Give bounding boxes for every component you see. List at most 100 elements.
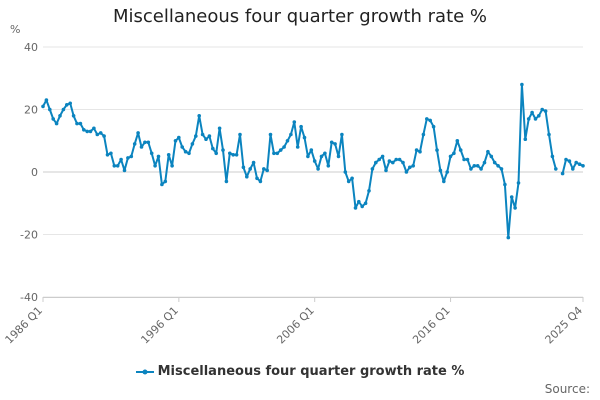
- chart-title: Miscellaneous four quarter growth rate %: [112, 6, 488, 27]
- data-point: [425, 117, 429, 121]
- data-point: [577, 162, 582, 166]
- data-point: [180, 145, 184, 149]
- data-point: [513, 206, 517, 210]
- data-point: [353, 206, 358, 210]
- data-point: [496, 164, 500, 168]
- data-point: [258, 179, 263, 184]
- data-point: [65, 103, 69, 107]
- data-point: [499, 167, 504, 171]
- data-point: [516, 181, 521, 185]
- data-point: [537, 114, 541, 118]
- x-tick-label: 2016 Q1: [410, 304, 453, 347]
- data-point: [492, 160, 497, 165]
- data-point: [571, 167, 575, 171]
- data-point: [262, 167, 266, 171]
- y-tick-label: 40: [24, 41, 38, 54]
- data-point: [119, 157, 123, 162]
- data-point: [438, 168, 443, 173]
- data-point: [48, 107, 52, 112]
- data-point: [509, 195, 514, 199]
- data-point: [51, 117, 55, 121]
- data-point: [533, 117, 538, 121]
- data-point: [95, 132, 100, 137]
- data-point: [295, 145, 300, 149]
- y-tick-label: 0: [31, 166, 38, 179]
- data-point: [543, 109, 548, 113]
- data-point: [214, 151, 218, 156]
- data-point: [550, 154, 555, 159]
- data-point: [146, 140, 151, 145]
- data-point: [54, 121, 59, 126]
- data-point: [122, 168, 127, 173]
- data-point: [540, 107, 544, 112]
- data-point: [387, 159, 392, 163]
- data-point: [435, 148, 439, 152]
- data-point: [418, 149, 422, 154]
- data-point: [275, 151, 280, 156]
- x-tick-label: 1986 Q1: [3, 304, 46, 347]
- data-point: [143, 140, 147, 145]
- data-point: [306, 154, 310, 159]
- legend[interactable]: Miscellaneous four quarter growth rate %: [0, 364, 600, 379]
- data-point: [245, 174, 249, 179]
- data-point: [394, 157, 399, 162]
- data-point: [129, 154, 134, 159]
- data-point: [312, 159, 317, 163]
- data-point: [156, 154, 161, 159]
- data-point: [377, 157, 382, 162]
- data-point: [329, 140, 334, 145]
- data-point: [251, 160, 256, 165]
- data-point: [85, 129, 89, 134]
- data-point: [462, 157, 466, 162]
- data-point: [547, 132, 551, 137]
- data-point: [265, 168, 270, 173]
- data-point: [333, 142, 337, 146]
- data-point: [346, 179, 351, 184]
- data-point: [75, 121, 79, 126]
- data-point: [177, 135, 181, 140]
- data-point: [452, 151, 456, 156]
- data-point: [397, 157, 402, 162]
- data-point: [272, 151, 276, 156]
- data-point: [92, 126, 96, 131]
- data-point: [380, 154, 385, 159]
- data-point: [326, 164, 331, 168]
- data-point: [278, 148, 283, 152]
- data-point: [78, 121, 83, 126]
- data-point: [442, 179, 446, 184]
- data-point: [282, 145, 286, 149]
- data-point: [71, 114, 76, 118]
- data-point: [163, 179, 168, 184]
- data-point: [370, 167, 375, 171]
- data-point: [465, 157, 470, 162]
- data-point: [194, 134, 198, 138]
- data-point: [224, 179, 229, 184]
- data-point: [506, 235, 511, 240]
- data-point: [489, 154, 494, 159]
- data-point: [61, 107, 66, 112]
- data-point: [217, 126, 222, 131]
- data-point: [581, 164, 585, 168]
- data-point: [187, 151, 191, 156]
- data-point: [336, 154, 341, 159]
- data-point: [431, 124, 436, 129]
- data-point: [404, 170, 409, 174]
- data-point: [343, 170, 348, 174]
- data-point: [367, 189, 371, 193]
- data-point: [238, 132, 242, 137]
- data-point: [428, 118, 433, 123]
- data-point: [149, 151, 154, 156]
- data-point: [211, 146, 215, 151]
- data-point: [190, 142, 195, 146]
- y-tick-label: -40: [20, 291, 38, 304]
- data-point: [411, 164, 416, 168]
- data-point: [567, 159, 572, 163]
- data-point: [139, 145, 144, 149]
- y-tick-label: -20: [20, 229, 38, 242]
- data-point: [503, 182, 507, 187]
- data-point: [44, 98, 49, 102]
- data-point: [574, 160, 578, 165]
- data-point: [255, 176, 259, 181]
- data-point: [207, 134, 212, 138]
- data-point: [560, 171, 565, 176]
